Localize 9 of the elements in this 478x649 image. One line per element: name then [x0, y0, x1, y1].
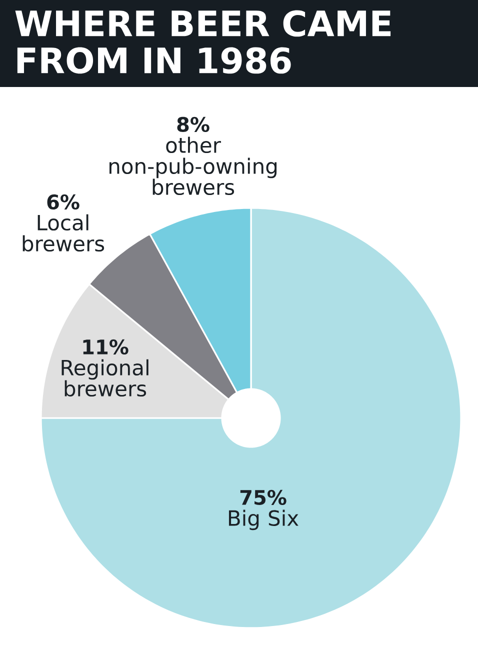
data-label: 6% — [47, 194, 80, 210]
data-label: 75% — [240, 490, 286, 506]
data-label: 11% — [83, 339, 128, 355]
slice-label: Big Six — [228, 510, 298, 530]
data-label: 8% — [177, 116, 210, 132]
slice-label: Local brewers — [22, 214, 104, 252]
slice-label: Regional brewers — [62, 359, 148, 397]
slice-label: other non-pub-owning brewers — [110, 136, 277, 196]
chart-title: WHERE BEER CAME FROM IN 1986 — [15, 10, 391, 74]
